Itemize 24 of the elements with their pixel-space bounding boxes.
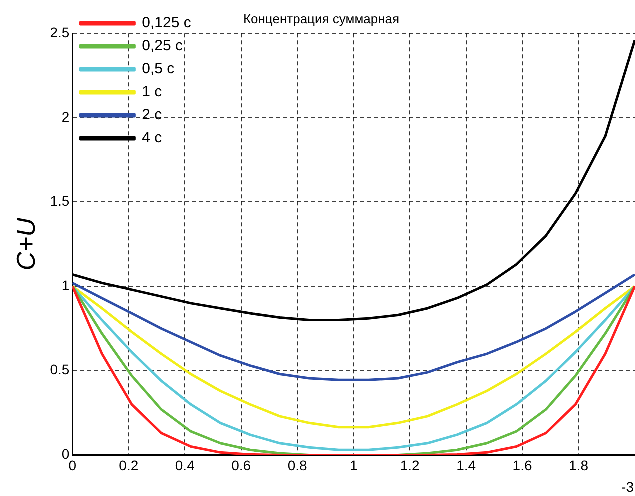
legend-label: 2 с [142,106,163,124]
legend-label: 1 с [142,84,163,101]
y-tick-label: 1.5 [50,193,70,210]
y-tick-label: 0.5 [50,362,70,378]
x-tick-label: 0.8 [288,457,308,474]
x-tick-label: 0.2 [119,457,139,474]
legend-label: 4 с [142,130,163,147]
x-tick-label: 1.4 [456,457,476,474]
legend-label: 0,5 с [142,60,176,78]
y-tick-label: 2.5 [50,24,70,40]
y-tick-label: 2 [62,108,70,125]
x-tick-label: 1.2 [400,457,420,474]
x-tick-label: 0.6 [232,457,252,474]
x-tick-label: 1.8 [569,457,589,474]
x-tick-label: 1.6 [512,457,532,474]
x-tick-label: 0.4 [175,457,196,474]
y-axis-title: C+U [10,218,41,271]
legend-label: 0,125 с [142,14,192,32]
text: -3 [622,478,634,495]
x-tick-label: 1 [350,457,358,474]
y-tick-label: 1 [62,277,70,294]
chart-title: Концентрация суммарная [243,11,400,26]
y-tick-label: 0 [62,446,70,462]
legend-label: 0,25 с [142,38,184,55]
